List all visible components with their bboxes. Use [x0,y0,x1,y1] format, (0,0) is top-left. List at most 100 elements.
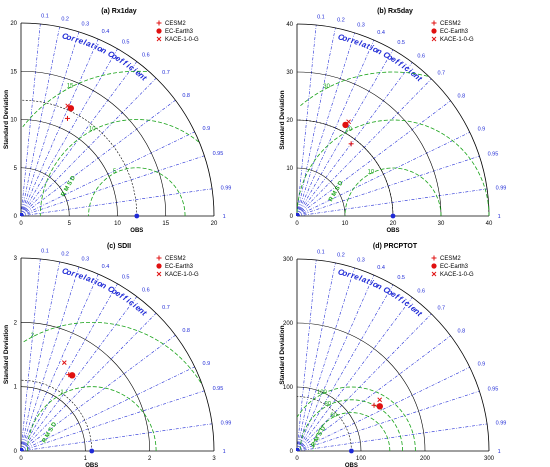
std-tick-label-x: 40 [486,221,493,227]
rmsd-contour-label: 80 [324,402,331,408]
legend-marker-ec-earth3 [156,28,162,34]
correlation-line [20,334,176,452]
std-tick-label-y: 0 [290,449,294,455]
rmsd-axis-title: R M S D [311,425,328,448]
kace-marker-b [65,103,71,109]
reference-point [89,448,95,454]
correlation-tick-label: 0.2 [61,251,69,257]
correlation-title-char: e [77,36,85,46]
std-tick-label-x: 1 [84,456,88,462]
std-tick-label-y: 40 [286,22,293,28]
correlation-title-char: o [110,286,119,296]
correlation-tick-label: 0.7 [162,70,170,76]
correlation-title-char: r [74,270,81,280]
correlation-title-char: r [350,36,357,46]
kace-point [65,103,71,109]
correlation-tick-label: 0.9 [478,127,486,133]
correlation-tick-label: 0.2 [337,252,345,258]
std-arc [20,386,86,452]
legend-label: KACE-1-0-G [165,272,199,278]
legend-marker-kace-b [156,271,162,277]
correlation-tick-label: 0.6 [142,53,150,59]
legend-label: EC-Earth3 [165,29,194,35]
rmsd-contour [344,167,442,217]
correlation-tick-label: 0.6 [417,288,425,294]
correlation-title-char: o [66,32,73,42]
correlation-tick-label: 0.99 [221,421,232,427]
correlation-title-char: l [82,273,88,282]
correlation-line [296,284,394,452]
std-tick-label-x: 0 [295,221,299,227]
correlation-title-char: r [350,271,357,281]
rmsd-contour [27,386,157,452]
rmsd-contour [312,412,391,452]
cesm2-point [371,402,377,408]
correlation-title-char: r [346,270,352,280]
rmsd-contour-label: 1 [60,390,64,396]
rmsd-contour-label: 60 [330,413,337,419]
correlation-tick-label: 0.99 [496,421,507,427]
y-axis-title: Standard Deviation [3,90,10,149]
std-tick-label-x: 15 [162,221,169,227]
std-tick-label-x: 30 [438,221,445,227]
correlation-line [296,313,432,452]
reference-point [134,213,140,219]
y-axis-title: Standard Deviation [3,325,10,384]
correlation-title-char: C [106,49,116,60]
correlation-title-char: C [61,266,69,276]
correlation-title-char: r [74,35,81,45]
correlation-line [296,274,375,452]
correlation-tick-label: 1 [498,449,501,455]
std-arc [296,386,362,452]
correlation-title-char: t [416,310,424,319]
std-tick-label-y: 20 [286,118,293,124]
correlation-title-char: C [382,285,392,296]
correlation-title-char: l [82,38,88,47]
obs-label: OBS [345,463,358,467]
correlation-title-char: l [358,274,364,283]
correlation-tick-label: 0.4 [377,30,385,36]
correlation-tick-label: 0.2 [61,16,69,22]
rmsd-contour-label: 2 [31,333,35,339]
std-tick-label-y: 30 [286,70,293,76]
correlation-title-char: n [99,46,107,56]
origin-marker [296,448,299,451]
correlation-tick-label: 0.7 [437,306,445,312]
origin-marker [20,213,23,216]
legend-label: KACE-1-0-G [440,37,474,43]
rmsd-contour [22,70,147,128]
kace-point [61,360,67,365]
kace-point [377,397,383,403]
kace-point [346,119,351,125]
correlation-tick-label: 0.95 [488,151,499,157]
obs-label: OBS [85,463,98,467]
correlation-title-char: e [389,54,398,64]
y-axis-title: Standard Deviation [279,325,286,384]
correlation-line [20,312,157,452]
rmsd-contour-label: 30 [323,84,330,90]
correlation-title-char: o [386,287,395,297]
obs-label: OBS [130,228,143,234]
panel-title: (b) Rx5day [377,8,413,15]
correlation-tick-label: 0.3 [357,23,365,29]
rmsd-contour-label: 15 [67,84,74,90]
correlation-tick-label: 0.5 [122,274,130,280]
std-tick-label-y: 5 [14,166,18,172]
legend-label: CESM2 [165,21,186,27]
correlation-line [296,390,480,452]
correlation-title-char: i [369,43,375,52]
correlation-line [296,423,488,452]
correlation-tick-label: 0.3 [82,257,90,263]
rmsd-contour-label: 5 [113,169,117,175]
rmsd-axis-title: R M S D [61,175,78,198]
correlation-title-char: i [131,66,139,75]
std-tick-label-y: 0 [14,449,18,455]
taylor-panel: (b) Rx5day 0.1 0.2 0.3 0.4 0.5 0.6 0.7 0.8 0.9 0.9… [279,8,506,234]
correlation-title-char: e [134,303,144,313]
correlation-title-char: e [389,289,398,299]
correlation-title-char: i [400,297,408,306]
legend: CESM2 EC-Earth3 KACE-1-0-G [431,255,474,278]
legend-label: CESM2 [440,256,461,262]
taylor-panel: (d) PRCPTOT 0.1 0.2 0.3 0.4 0.5 0.6 0.7 0.8 0.9 0.… [279,243,506,467]
